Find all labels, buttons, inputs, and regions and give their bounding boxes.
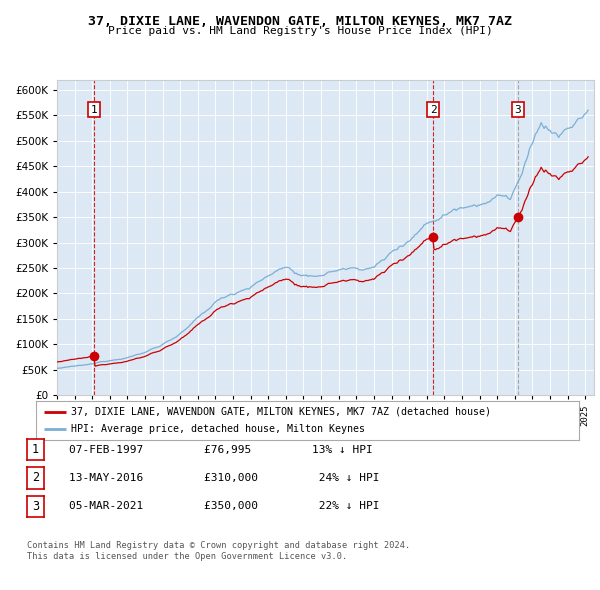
Text: HPI: Average price, detached house, Milton Keynes: HPI: Average price, detached house, Milt…	[71, 424, 365, 434]
Text: 1: 1	[32, 443, 39, 456]
Text: Price paid vs. HM Land Registry's House Price Index (HPI): Price paid vs. HM Land Registry's House …	[107, 26, 493, 36]
Text: 07-FEB-1997         £76,995         13% ↓ HPI: 07-FEB-1997 £76,995 13% ↓ HPI	[69, 445, 373, 454]
Text: Contains HM Land Registry data © Crown copyright and database right 2024.: Contains HM Land Registry data © Crown c…	[27, 540, 410, 549]
Text: 3: 3	[514, 104, 521, 114]
Text: 2: 2	[430, 104, 437, 114]
Text: 3: 3	[32, 500, 39, 513]
Text: 05-MAR-2021         £350,000         22% ↓ HPI: 05-MAR-2021 £350,000 22% ↓ HPI	[69, 502, 380, 511]
Text: 1: 1	[91, 104, 97, 114]
Text: This data is licensed under the Open Government Licence v3.0.: This data is licensed under the Open Gov…	[27, 552, 347, 561]
Text: 37, DIXIE LANE, WAVENDON GATE, MILTON KEYNES, MK7 7AZ: 37, DIXIE LANE, WAVENDON GATE, MILTON KE…	[88, 15, 512, 28]
Text: 37, DIXIE LANE, WAVENDON GATE, MILTON KEYNES, MK7 7AZ (detached house): 37, DIXIE LANE, WAVENDON GATE, MILTON KE…	[71, 407, 491, 417]
Text: 2: 2	[32, 471, 39, 484]
Text: 13-MAY-2016         £310,000         24% ↓ HPI: 13-MAY-2016 £310,000 24% ↓ HPI	[69, 473, 380, 483]
